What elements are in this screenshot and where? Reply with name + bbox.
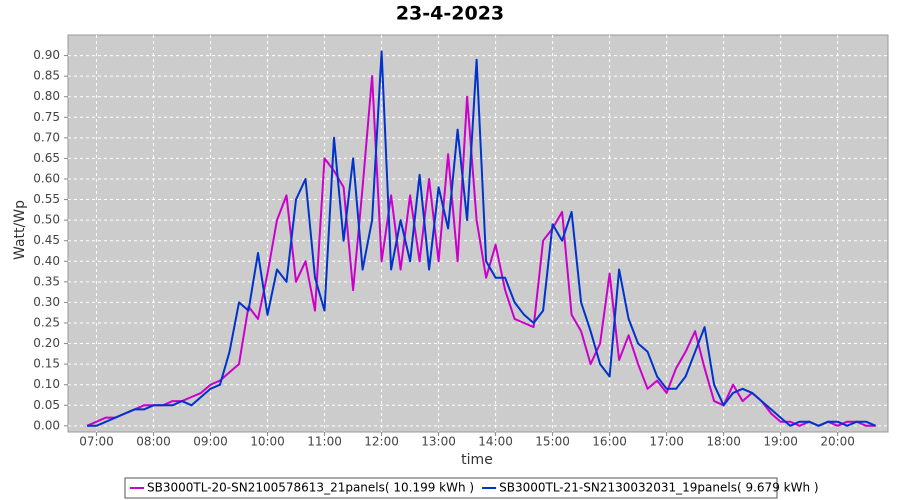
x-tick-label: 15:00 [535, 435, 570, 449]
x-tick-label: 09:00 [193, 435, 228, 449]
y-tick-label: 0.80 [33, 89, 60, 103]
x-tick-label: 14:00 [478, 435, 513, 449]
x-tick-label: 08:00 [136, 435, 171, 449]
y-tick-label: 0.35 [33, 274, 60, 288]
y-tick-label: 0.60 [33, 171, 60, 185]
y-tick-label: 0.05 [33, 398, 60, 412]
y-tick-label: 0.10 [33, 377, 60, 391]
series-line [87, 50, 876, 427]
y-tick-label: 0.50 [33, 213, 60, 227]
y-tick-label: 0.75 [33, 110, 60, 124]
y-tick-label: 0.15 [33, 357, 60, 371]
legend [124, 477, 778, 499]
x-tick-label: 10:00 [250, 435, 285, 449]
x-tick-label: 20:00 [820, 435, 855, 449]
y-tick-label: 0.40 [33, 254, 60, 268]
y-tick-label: 0.85 [33, 69, 60, 83]
legend-label: SB3000TL-20-SN2100578613_21panels( 10.19… [147, 481, 474, 495]
y-tick-label: 0.00 [33, 418, 60, 432]
x-tick-label: 12:00 [364, 435, 399, 449]
y-tick-label: 0.20 [33, 336, 60, 350]
chart-title: 23-4-2023 [396, 3, 504, 25]
y-tick-label: 0.90 [33, 48, 60, 62]
y-tick-label: 0.55 [33, 192, 60, 206]
x-axis-label: time [461, 452, 493, 468]
y-tick-label: 0.65 [33, 151, 60, 165]
y-axis-label: Watt/Wp [12, 200, 28, 260]
y-tick-label: 0.30 [33, 295, 60, 309]
x-tick-label: 13:00 [421, 435, 456, 449]
x-tick-label: 11:00 [307, 435, 342, 449]
y-tick-label: 0.70 [33, 130, 60, 144]
x-tick-label: 18:00 [706, 435, 741, 449]
y-tick-label: 0.25 [33, 315, 60, 329]
y-tick-label: 0.45 [33, 233, 60, 247]
x-tick-label: 07:00 [79, 435, 114, 449]
x-tick-label: 19:00 [763, 435, 798, 449]
series-line [86, 75, 876, 427]
legend-label: SB3000TL-21-SN2130032031_19panels( 9.679… [499, 481, 818, 495]
x-tick-label: 17:00 [649, 435, 684, 449]
x-tick-label: 16:00 [592, 435, 627, 449]
